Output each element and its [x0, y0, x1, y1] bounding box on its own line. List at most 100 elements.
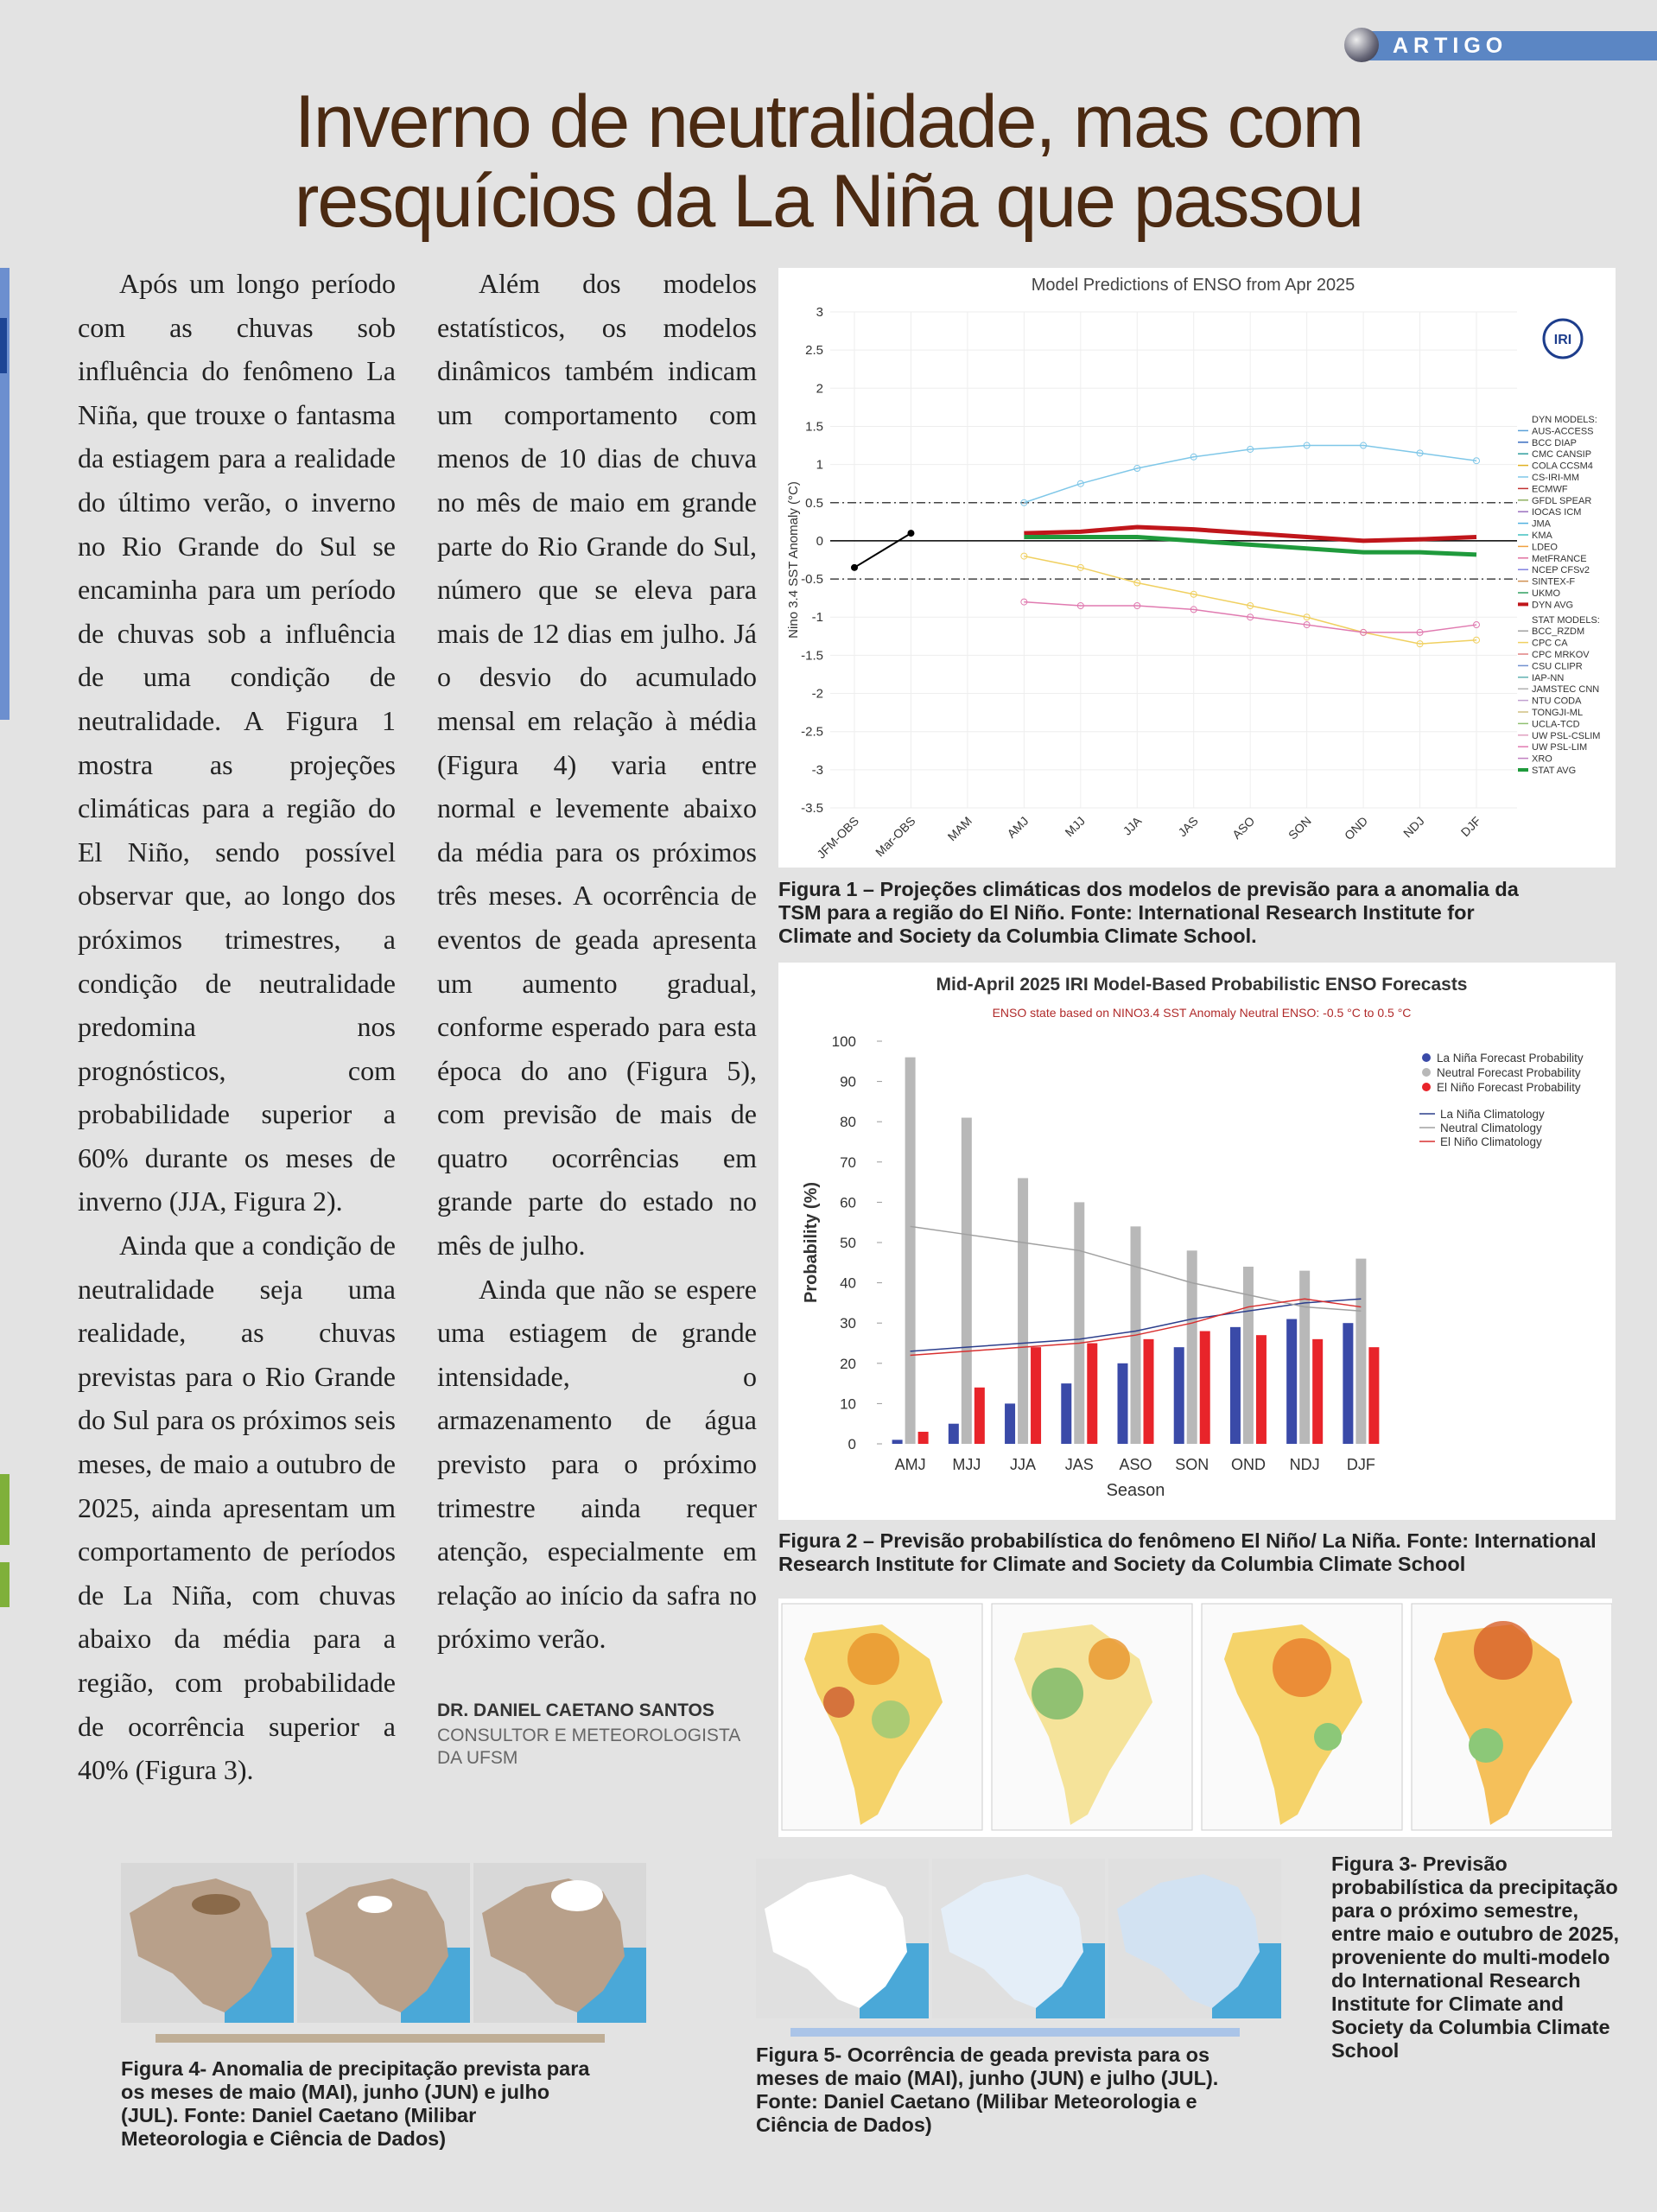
y-tick-label: 30: [840, 1315, 856, 1332]
y-tick-label: -0.5: [801, 572, 823, 587]
point: [1360, 442, 1368, 449]
bar: [1074, 1202, 1085, 1444]
legend-label: El Niño Forecast Probability: [1437, 1081, 1581, 1094]
headline: resquícios da La Niña que passou: [294, 160, 1364, 243]
bar: [974, 1387, 985, 1444]
legend-heading: STAT MODELS:: [1532, 615, 1600, 626]
x-tick-label: ASO: [1229, 814, 1257, 842]
point: [1416, 449, 1424, 457]
legend-label: ECMWF: [1532, 484, 1568, 494]
caption: Figura 1 – Projeções climáticas dos mode…: [778, 878, 1519, 947]
map-panel: [1108, 1859, 1281, 2018]
legend-label: JAMSTEC CNN: [1532, 684, 1599, 695]
rain-anomaly-maps: [121, 1863, 646, 2043]
legend-label: IAP-NN: [1532, 673, 1564, 683]
legend-label: TONGJI-ML: [1532, 708, 1583, 718]
legend-swatch: [1422, 1068, 1431, 1077]
chart-subtitle: ENSO state based on NINO3.4 SST Anomaly …: [993, 1006, 1412, 1020]
x-tick-label: JFM-OBS: [814, 814, 861, 861]
x-tick-label: NDJ: [1400, 814, 1427, 841]
bar: [1143, 1338, 1154, 1444]
precip-maps: [778, 1599, 1612, 1837]
bar: [1087, 1343, 1098, 1444]
legend-swatch: [1422, 1083, 1431, 1091]
legend-label: UKMO: [1532, 588, 1560, 599]
y-tick-label: 10: [840, 1395, 856, 1412]
paragraph: Além dos modelos estatísticos, os modelo…: [437, 268, 757, 1262]
point: [1190, 590, 1197, 598]
bar: [1173, 1347, 1184, 1444]
y-tick-label: 20: [840, 1356, 856, 1372]
y-tick-label: 90: [840, 1074, 856, 1090]
bar: [1186, 1250, 1197, 1444]
bar: [1199, 1331, 1210, 1444]
observed-point: [851, 563, 858, 571]
chart-title: Model Predictions of ENSO from Apr 2025: [1032, 276, 1355, 295]
legend-label: CPC MRKOV: [1532, 650, 1590, 660]
x-tick-label: MJJ: [952, 1456, 981, 1473]
point: [1020, 552, 1028, 560]
legend-label: KMA: [1532, 531, 1553, 541]
legend-label: SINTEX-F: [1532, 577, 1575, 588]
enso-line-chart: Model Predictions of ENSO from Apr 2025 N…: [778, 268, 1616, 868]
y-tick-label: 60: [840, 1194, 856, 1211]
y-tick-label: 80: [840, 1114, 856, 1130]
author-role: CONSULTOR E METEOROLOGISTA DA UFSM: [437, 1726, 740, 1768]
bar: [1255, 1335, 1267, 1444]
legend-label: COLA CCSM4: [1532, 461, 1593, 472]
y-tick-label: 3: [816, 305, 823, 320]
point: [1133, 579, 1141, 587]
point: [1303, 621, 1311, 629]
bar: [1343, 1323, 1354, 1444]
bar: [1061, 1383, 1072, 1444]
legend-label: AUS-ACCESS: [1532, 426, 1594, 436]
legend-label: La Niña Climatology: [1440, 1108, 1545, 1121]
caption: Figura 2 – Previsão probabilística do fe…: [778, 1529, 1597, 1575]
climatology-line: [910, 1298, 1362, 1357]
y-tick-label: -3: [812, 763, 823, 778]
bar: [917, 1432, 929, 1444]
x-tick-label: MJJ: [1062, 814, 1087, 839]
color-scale: [156, 2034, 605, 2043]
y-axis-label: Nino 3.4 SST Anomaly (°C): [786, 481, 801, 639]
section-tag: ARTIGO: [1358, 31, 1657, 60]
legend-label: La Niña Forecast Probability: [1437, 1052, 1584, 1065]
map-panel: [781, 1603, 983, 1831]
x-tick-label: AMJ: [1004, 814, 1031, 841]
point: [1247, 613, 1254, 621]
paragraph: Ainda que a condição de neutralidade sej…: [78, 1230, 396, 1786]
map-panel: [1201, 1603, 1403, 1831]
text-column: Além dos modelos estatísticos, os modelo…: [437, 262, 757, 1661]
tag-text: ARTIGO: [1393, 34, 1508, 58]
point: [1473, 621, 1480, 629]
y-tick-label: 40: [840, 1275, 856, 1292]
y-tick-label: 2: [816, 381, 823, 396]
x-tick-label: JJA: [1121, 813, 1145, 837]
bar: [1117, 1363, 1128, 1444]
point: [1303, 442, 1311, 449]
y-tick-label: 1.5: [805, 419, 823, 434]
text-column: Após um longo período com as chuvas sob …: [78, 262, 396, 1792]
bar: [961, 1117, 972, 1444]
point: [1416, 640, 1424, 648]
point: [1247, 445, 1254, 453]
bar: [1031, 1347, 1042, 1444]
map-panel: [991, 1603, 1193, 1831]
bar: [1299, 1270, 1311, 1444]
caption: Figura 4- Anomalia de precipitação previ…: [121, 2057, 590, 2150]
tag-sphere: [1344, 28, 1379, 62]
bar: [1286, 1319, 1298, 1444]
logo: [1542, 318, 1584, 359]
map-panel: [756, 1859, 929, 2018]
legend-label: UW PSL-LIM: [1532, 742, 1587, 753]
caption: Figura 5- Ocorrência de geada prevista p…: [756, 2044, 1219, 2136]
enso-bar-chart: Mid-April 2025 IRI Model-Based Probabili…: [778, 963, 1616, 1520]
x-tick-label: ASO: [1119, 1456, 1152, 1473]
legend-heading: DYN MODELS:: [1532, 415, 1597, 425]
bar: [1312, 1338, 1324, 1444]
map-panel: [1411, 1603, 1612, 1831]
x-tick-label: OND: [1231, 1456, 1266, 1473]
bar: [905, 1057, 916, 1444]
series-line: [1024, 444, 1477, 504]
